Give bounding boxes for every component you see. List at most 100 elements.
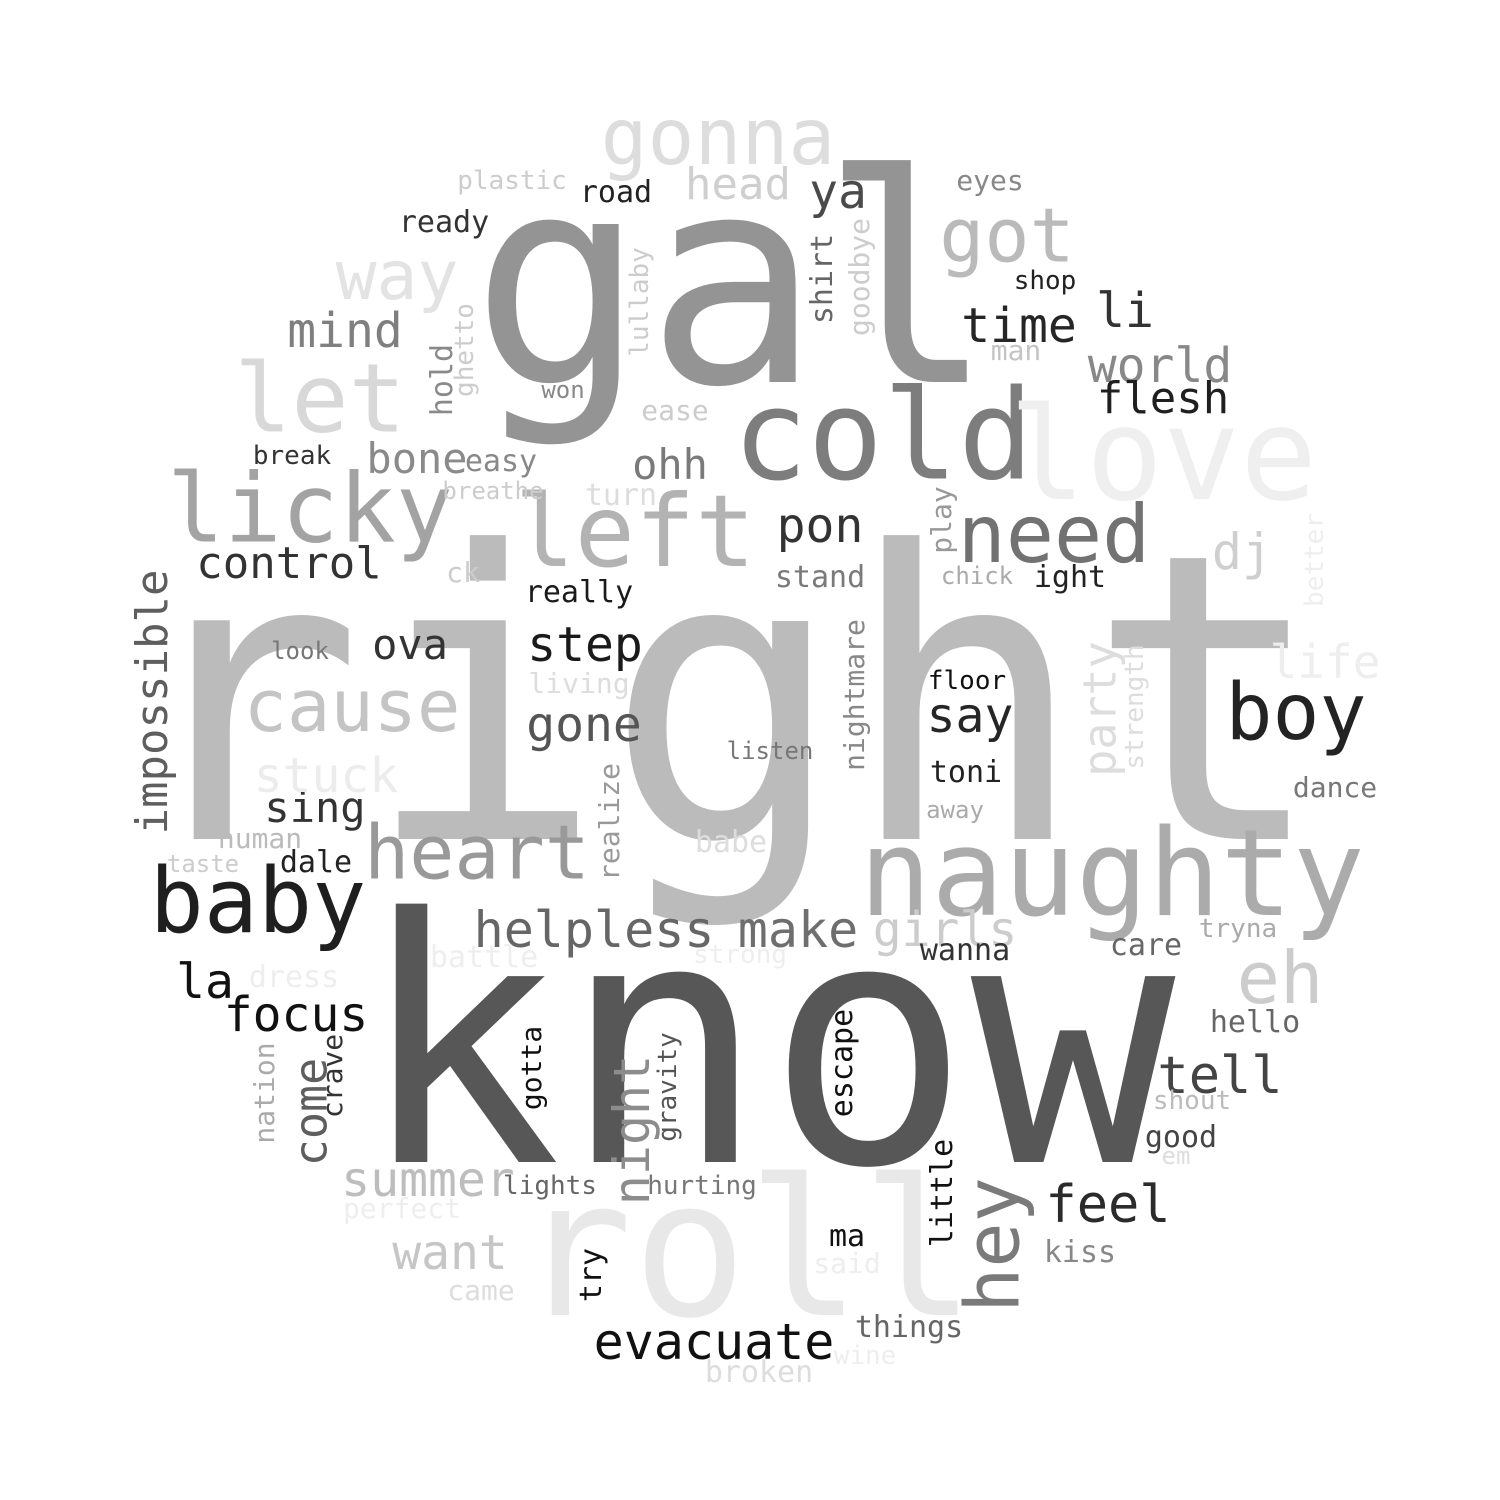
word-tell: tell	[1157, 1046, 1283, 1106]
word-flesh: flesh	[1096, 373, 1230, 424]
word-strong: strong	[693, 940, 787, 970]
word-li: li	[1096, 283, 1154, 339]
word-naughty: naughty	[859, 805, 1365, 944]
word-know: know	[356, 847, 1176, 1243]
word-wanna: wanna	[919, 933, 1011, 968]
word-licky: licky	[167, 454, 453, 565]
word-let: let	[234, 344, 406, 455]
word-make: make	[737, 901, 859, 959]
word-head: head	[685, 159, 791, 210]
word-summer: summer	[341, 1152, 515, 1208]
word-escape: escape	[825, 1008, 860, 1118]
word-strength: strength	[1120, 644, 1150, 770]
word-bone: bone	[366, 434, 468, 483]
word-try: try	[574, 1247, 609, 1303]
word-hurting: hurting	[647, 1171, 757, 1201]
word-focus: focus	[223, 987, 369, 1043]
word-listen: listen	[726, 737, 814, 765]
word-evacuate: evacuate	[593, 1313, 835, 1371]
word-toni: toni	[929, 755, 1003, 790]
word-ck: ck	[446, 556, 480, 589]
word-easy: easy	[464, 444, 538, 479]
word-babe: babe	[694, 825, 768, 860]
word-cause: cause	[243, 664, 461, 748]
word-care: care	[1109, 928, 1183, 963]
word-turn: turn	[584, 478, 658, 513]
word-hey: hey	[948, 1177, 1037, 1313]
word-dance: dance	[1292, 771, 1378, 804]
word-little: little	[925, 1138, 960, 1248]
word-sing: sing	[264, 783, 366, 832]
word-ease: ease	[641, 394, 709, 427]
word-shop: shop	[1013, 266, 1077, 296]
word-said: said	[813, 1247, 881, 1280]
word-tryna: tryna	[1198, 914, 1278, 944]
word-stand: stand	[774, 560, 866, 595]
word-road: road	[579, 175, 653, 210]
word-living: living	[528, 667, 630, 700]
word-right: right	[122, 469, 1328, 934]
word-say: say	[926, 688, 1014, 744]
word-came: came	[447, 1274, 515, 1307]
word-eyes: eyes	[956, 164, 1024, 197]
word-battle: battle	[429, 940, 539, 975]
word-want: want	[392, 1225, 508, 1281]
word-impossible: impossible	[127, 569, 178, 835]
word-gravity: gravity	[653, 1032, 683, 1142]
word-really: really	[524, 575, 634, 610]
word-nation: nation	[248, 1042, 281, 1144]
word-boy: boy	[1225, 668, 1367, 758]
word-ma: ma	[828, 1219, 866, 1254]
word-hold: hold	[425, 343, 460, 417]
word-ight: ight	[1033, 560, 1107, 595]
word-dale: dale	[279, 845, 353, 880]
word-helpless: helpless	[473, 901, 715, 959]
word-ova: ova	[372, 620, 448, 669]
word-roll: roll	[518, 1139, 976, 1360]
word-perfect: perfect	[342, 1192, 462, 1225]
word-hello: hello	[1209, 1005, 1301, 1040]
word-play: play	[925, 486, 958, 554]
word-crave: crave	[316, 1033, 349, 1119]
word-left: left	[514, 473, 756, 590]
word-ready: ready	[398, 205, 490, 240]
word-man: man	[990, 334, 1042, 367]
word-feel: feel	[1045, 1175, 1171, 1235]
word-mind: mind	[287, 303, 403, 359]
word-cold: cold	[732, 363, 1034, 509]
word-realize: realize	[593, 762, 626, 882]
word-shout: shout	[1152, 1086, 1232, 1116]
word-human: human	[217, 822, 303, 855]
word-pon: pon	[776, 498, 864, 554]
word-party: party	[1073, 641, 1127, 777]
word-eh: eh	[1236, 936, 1324, 1020]
word-away: away	[926, 796, 984, 824]
word-kiss: kiss	[1043, 1235, 1117, 1270]
word-stuck: stuck	[253, 748, 399, 804]
word-dress: dress	[248, 960, 340, 995]
word-lullaby: lullaby	[625, 247, 655, 357]
word-look: look	[271, 637, 329, 665]
word-won: won	[541, 376, 585, 404]
word-got: got	[939, 191, 1075, 280]
word-better: better	[1300, 513, 1330, 607]
word-need: need	[957, 488, 1151, 581]
word-taste: taste	[166, 850, 240, 878]
word-plastic: plastic	[457, 166, 567, 196]
word-girls: girls	[872, 902, 1018, 958]
word-gone: gone	[526, 697, 642, 753]
word-ya: ya	[809, 164, 867, 220]
word-way: way	[335, 237, 459, 316]
word-step: step	[527, 617, 643, 673]
word-control: control	[196, 538, 382, 589]
word-wine: wine	[833, 1341, 897, 1371]
word-world: world	[1087, 338, 1233, 394]
word-breathe: breathe	[442, 477, 544, 505]
word-broken: broken	[704, 1355, 814, 1390]
word-time: time	[961, 298, 1077, 354]
word-shirt: shirt	[805, 233, 840, 325]
word-gotta: gotta	[515, 1025, 548, 1111]
word-ohh: ohh	[632, 440, 708, 489]
word-break: break	[252, 441, 332, 471]
